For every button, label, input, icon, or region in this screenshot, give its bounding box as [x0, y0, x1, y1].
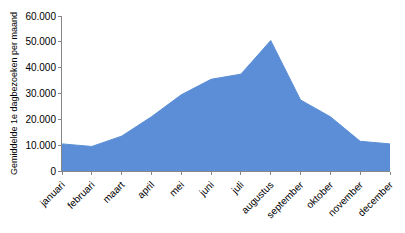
svg-text:30.000: 30.000	[25, 88, 56, 99]
svg-text:februari: februari	[65, 179, 97, 211]
svg-text:60.000: 60.000	[25, 11, 56, 22]
svg-text:oktober: oktober	[304, 179, 336, 211]
svg-text:januari: januari	[37, 179, 67, 209]
svg-text:Gemiddelde 1e dagbezoeken per: Gemiddelde 1e dagbezoeken per maand	[9, 12, 19, 175]
svg-text:juni: juni	[197, 179, 217, 199]
svg-text:augustus: augustus	[239, 179, 275, 215]
svg-text:november: november	[326, 179, 366, 219]
svg-text:20.000: 20.000	[25, 114, 56, 125]
svg-text:10.000: 10.000	[25, 140, 56, 151]
svg-text:juli: juli	[229, 179, 246, 196]
svg-text:0: 0	[50, 166, 56, 177]
svg-text:mei: mei	[167, 179, 186, 198]
svg-text:september: september	[264, 179, 306, 221]
svg-text:50.000: 50.000	[25, 36, 56, 47]
svg-text:december: december	[356, 179, 396, 219]
svg-text:40.000: 40.000	[25, 62, 56, 73]
svg-text:maart: maart	[101, 179, 127, 205]
svg-text:april: april	[135, 179, 156, 200]
